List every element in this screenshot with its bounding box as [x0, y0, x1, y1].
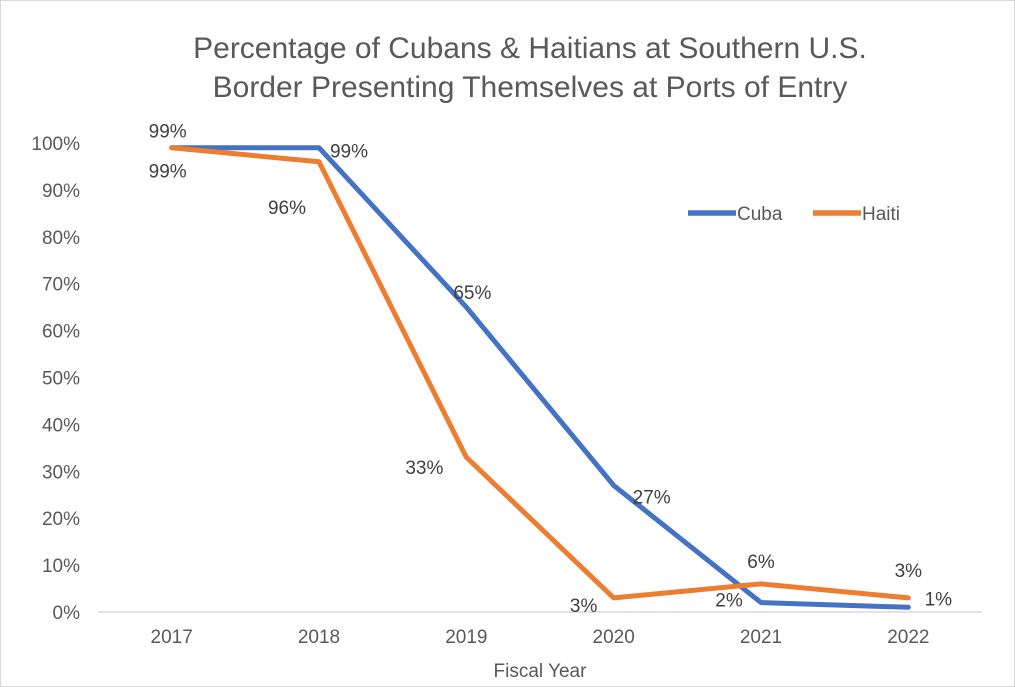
data-label-haiti: 33% [405, 458, 443, 479]
y-tick-label: 90% [42, 181, 80, 202]
legend-label-haiti: Haiti [862, 204, 900, 225]
chart-title-line-2: Border Presenting Themselves at Ports of… [213, 71, 848, 104]
x-tick-label: 2019 [445, 627, 487, 648]
x-axis-ticks: 2017 2018 2019 2020 2021 2022 [151, 627, 930, 648]
y-tick-label: 70% [42, 275, 80, 296]
data-label-cuba: 65% [453, 283, 491, 304]
chart-title-line-1: Percentage of Cubans & Haitians at South… [193, 32, 867, 65]
y-tick-label: 60% [42, 322, 80, 343]
data-label-cuba: 1% [925, 589, 953, 610]
x-tick-label: 2020 [593, 627, 635, 648]
y-tick-label: 50% [42, 369, 80, 390]
x-tick-label: 2022 [887, 627, 929, 648]
y-tick-label: 100% [31, 134, 80, 155]
y-tick-label: 30% [42, 462, 80, 483]
x-tick-label: 2021 [740, 627, 782, 648]
y-tick-label: 40% [42, 415, 80, 436]
data-label-cuba: 27% [633, 487, 671, 508]
y-tick-label: 10% [42, 556, 80, 577]
x-tick-label: 2017 [151, 627, 193, 648]
data-label-haiti: 96% [268, 198, 306, 219]
y-tick-label: 0% [53, 603, 81, 624]
data-label-haiti: 99% [149, 122, 187, 143]
data-label-cuba: 99% [149, 162, 187, 183]
data-label-haiti: 6% [747, 552, 775, 573]
data-label-cuba: 99% [330, 142, 368, 163]
y-tick-label: 20% [42, 509, 80, 530]
legend: Cuba Haiti [688, 204, 900, 225]
data-label-cuba: 2% [715, 591, 743, 612]
data-labels: 99% 99% 65% 27% 2% 1% 99% 96% 33% 3% 6% 3% [149, 122, 953, 617]
x-tick-label: 2018 [298, 627, 340, 648]
y-tick-label: 80% [42, 228, 80, 249]
data-label-haiti: 3% [570, 596, 598, 617]
y-axis-ticks: 0% 10% 20% 30% 40% 50% 60% 70% 80% 90% 100% [31, 134, 80, 624]
data-label-haiti: 3% [895, 561, 923, 582]
x-axis-title: Fiscal Year [494, 661, 588, 682]
legend-label-cuba: Cuba [737, 204, 783, 225]
